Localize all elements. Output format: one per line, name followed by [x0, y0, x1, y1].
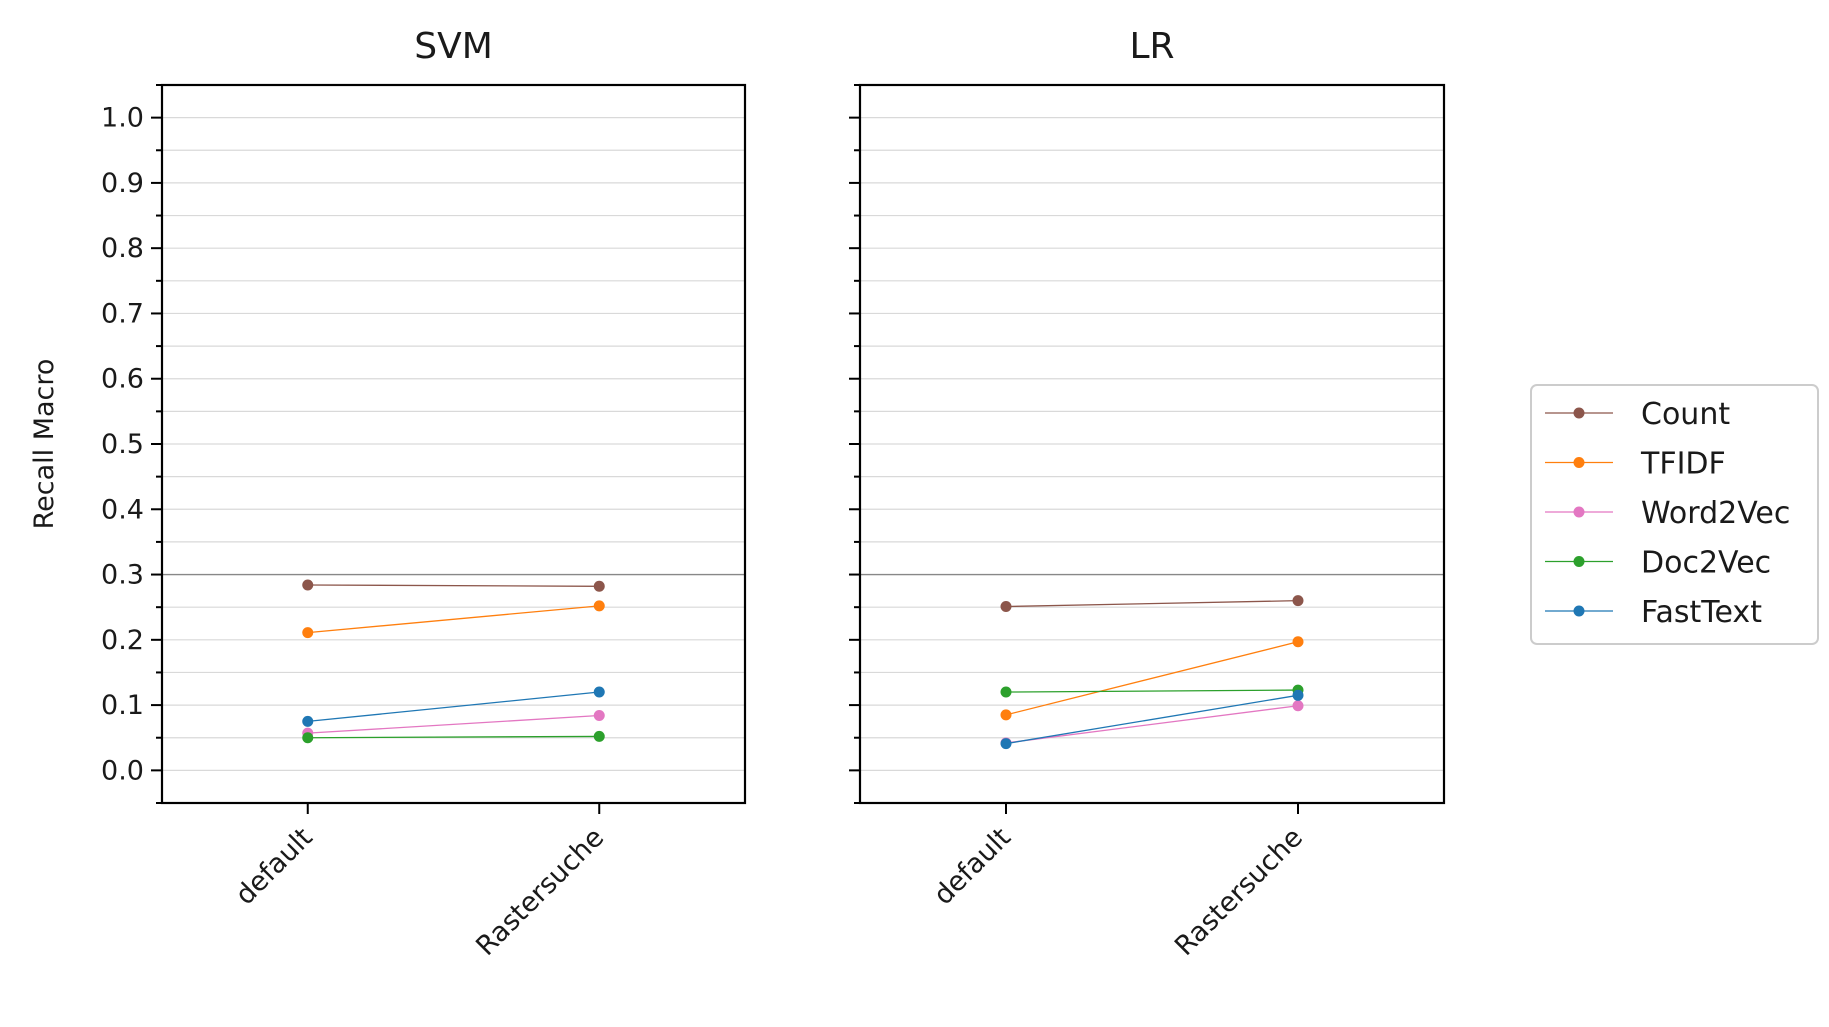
legend-label: FastText [1641, 595, 1762, 630]
legend-marker [1573, 457, 1585, 468]
series-line [307, 735, 600, 739]
legend-label: Count [1641, 397, 1730, 432]
data-point [1292, 595, 1304, 607]
data-point [593, 600, 605, 612]
data-point [302, 627, 314, 639]
data-point [593, 710, 605, 722]
data-point [1292, 700, 1304, 712]
panel-title: SVM [414, 26, 493, 67]
panel-title: LR [1129, 26, 1174, 67]
data-point [302, 732, 314, 744]
data-point [1292, 689, 1304, 701]
legend-marker [1573, 605, 1585, 617]
data-point [593, 580, 605, 592]
legend-frame [1530, 384, 1819, 645]
series-line [1005, 689, 1299, 693]
legend-item-doc2vec: Doc2Vec [1545, 546, 1771, 581]
data-point [593, 730, 605, 742]
y-tick-label: 0.4 [101, 494, 144, 525]
data-point [302, 579, 314, 591]
series-line [307, 714, 600, 734]
y-tick-label: 0.1 [101, 690, 144, 721]
legend-marker [1573, 407, 1585, 419]
data-point [1000, 601, 1012, 613]
series-line [1005, 641, 1299, 716]
legend-label: Word2Vec [1641, 496, 1790, 531]
series-line [1005, 694, 1299, 745]
series-line [1005, 705, 1299, 744]
data-point [1000, 738, 1012, 750]
y-tick-label: 0.2 [101, 625, 144, 656]
series-count [1000, 595, 1304, 613]
data-point [593, 686, 605, 698]
y-tick-label: 0.5 [101, 429, 144, 460]
y-tick-label: 0.6 [101, 364, 144, 395]
legend-item-fasttext: FastText [1545, 595, 1762, 630]
series-doc2vec [302, 730, 605, 744]
legend-marker [1573, 556, 1585, 567]
data-point [302, 715, 314, 727]
series-line [307, 691, 600, 723]
data-point [1000, 686, 1012, 698]
y-tick-label: 0.7 [101, 298, 144, 329]
data-point [1292, 636, 1304, 648]
y-tick-label: 0.0 [101, 755, 144, 786]
series-fasttext [1000, 689, 1304, 750]
series-tfidf [1000, 636, 1304, 721]
series-count [302, 579, 605, 592]
legend-label: Doc2Vec [1641, 546, 1771, 581]
series-line [307, 584, 600, 587]
y-axis-label: Recall Macro [29, 359, 60, 530]
series-fasttext [302, 686, 605, 727]
legend-label: TFIDF [1640, 447, 1726, 482]
legend-item-word2vec: Word2Vec [1545, 496, 1790, 531]
y-tick-label: 0.9 [101, 168, 144, 199]
y-tick-label: 0.8 [101, 233, 144, 264]
legend: Count TFIDF Word2Vec Doc2Vec FastText [1530, 384, 1819, 645]
y-tick-label: 1.0 [101, 103, 144, 134]
legend-marker [1573, 506, 1585, 518]
series-line [307, 605, 600, 634]
series-line [1005, 600, 1299, 608]
legend-item-count: Count [1545, 397, 1730, 432]
legend-item-tfidf: TFIDF [1545, 447, 1726, 482]
series-tfidf [302, 600, 605, 639]
data-point [1000, 709, 1012, 721]
y-tick-label: 0.3 [101, 560, 144, 591]
